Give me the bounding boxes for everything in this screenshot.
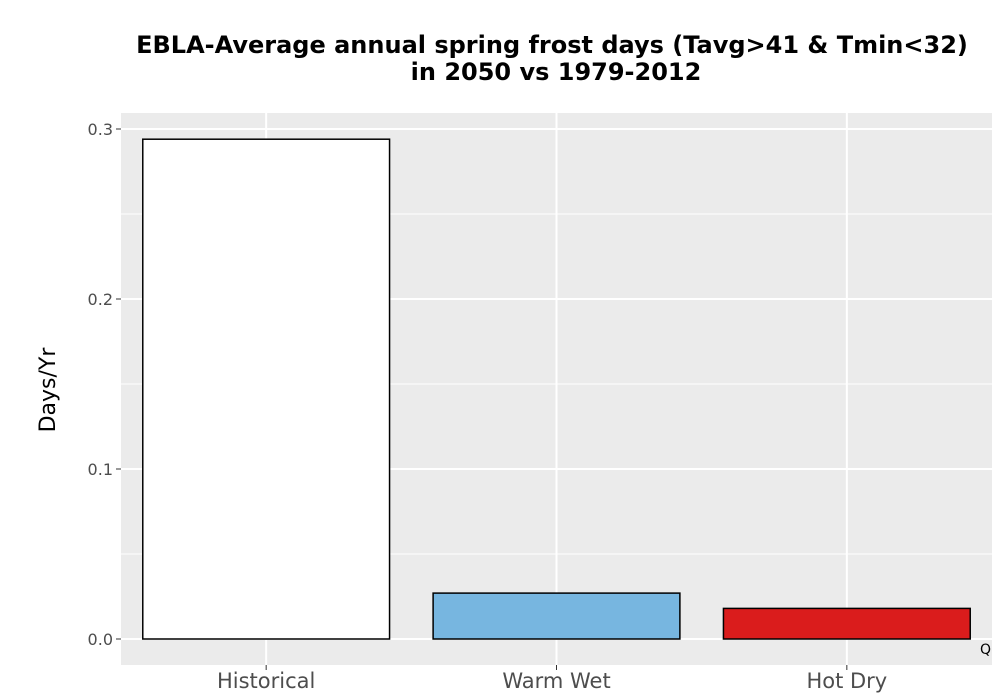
bar-historical [142, 138, 391, 640]
chart-title: EBLA-Average annual spring frost days (T… [136, 31, 968, 59]
x-tick-label: Hot Dry [806, 669, 887, 693]
corner-label: Q [980, 642, 991, 658]
y-tick-label: 0.3 [88, 120, 113, 139]
x-tick-label: Historical [217, 669, 315, 693]
x-tick-label: Warm Wet [502, 669, 610, 693]
y-tick-label: 0.2 [88, 290, 113, 309]
y-axis: 0.0 0.1 0.2 0.3 [88, 120, 121, 649]
chart-subtitle: in 2050 vs 1979-2012 [411, 58, 702, 86]
bar-warm-wet [432, 592, 681, 640]
bars [142, 138, 971, 640]
bar-hot-dry [722, 607, 971, 640]
x-axis: Historical Warm Wet Hot Dry [217, 665, 887, 693]
y-tick-label: 0.0 [88, 630, 113, 649]
y-axis-title: Days/Yr [36, 347, 61, 433]
y-tick-label: 0.1 [88, 460, 113, 479]
